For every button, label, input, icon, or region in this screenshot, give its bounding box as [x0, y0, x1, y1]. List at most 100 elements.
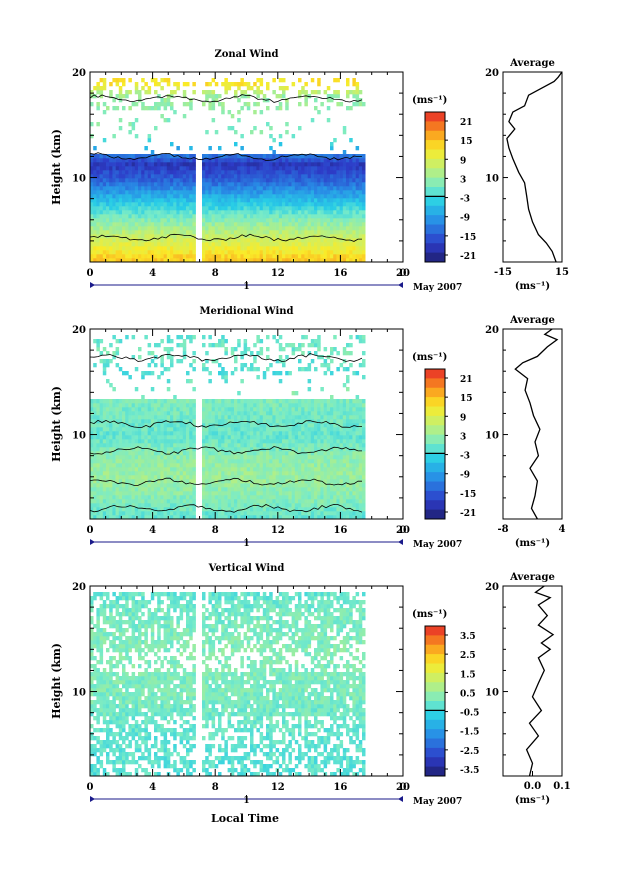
heatmap-cell [292, 178, 296, 182]
heatmap-cell [295, 218, 299, 222]
heatmap-cell [151, 459, 155, 463]
heatmap-cell [317, 90, 321, 94]
heatmap-cell [240, 503, 244, 507]
heatmap-cell [234, 455, 238, 459]
heatmap-cell [100, 447, 104, 451]
heatmap-cell [285, 222, 289, 226]
heatmap-cell [135, 491, 139, 495]
heatmap-cell [279, 451, 283, 455]
heatmap-cell [298, 250, 302, 254]
heatmap-cell [356, 475, 360, 479]
heatmap-cell [304, 230, 308, 234]
heatmap-cell [298, 206, 302, 210]
heatmap-cell [320, 511, 324, 515]
heatmap-cell [298, 202, 302, 206]
heatmap-cell [336, 439, 340, 443]
colorbar-unit: (ms⁻¹) [412, 95, 447, 106]
heatmap-cell [154, 218, 158, 222]
heatmap-cell [144, 495, 148, 499]
heatmap-cell [263, 479, 267, 483]
heatmap-cell [234, 170, 238, 174]
heatmap-cell [189, 250, 193, 254]
heatmap-cell [244, 475, 248, 479]
heatmap-cell [90, 254, 94, 258]
heatmap-cell [346, 186, 350, 190]
heatmap-cell [148, 242, 152, 246]
heatmap-cell [330, 511, 334, 515]
heatmap-cell [125, 186, 129, 190]
heatmap-cell [122, 451, 126, 455]
heatmap-cell [132, 507, 136, 511]
heatmap-cell [292, 158, 296, 162]
heatmap-cell [224, 190, 228, 194]
heatmap-cell [279, 435, 283, 439]
heatmap-cell [295, 242, 299, 246]
heatmap-cell [272, 230, 276, 234]
heatmap-cell [240, 194, 244, 198]
heatmap-cell [128, 130, 132, 134]
heatmap-cell [167, 463, 171, 467]
heatmap-cell [356, 194, 360, 198]
heatmap-cell [253, 499, 257, 503]
heatmap-cell [266, 122, 270, 126]
heatmap-cell [352, 178, 356, 182]
heatmap-cell [352, 419, 356, 423]
heatmap-cell [228, 126, 232, 130]
heatmap-cell [327, 471, 331, 475]
heatmap-cell [141, 162, 145, 166]
heatmap-cell [362, 471, 366, 475]
heatmap-cell [164, 186, 168, 190]
heatmap-cell [192, 455, 196, 459]
heatmap-cell [141, 511, 145, 515]
heatmap-cell [317, 110, 321, 114]
heatmap-cell [116, 250, 120, 254]
heatmap-cell [100, 415, 104, 419]
heatmap-cell [205, 246, 209, 250]
heatmap-cell [256, 78, 260, 82]
heatmap-cell [231, 234, 235, 238]
heatmap-cell [208, 487, 212, 491]
heatmap-cell [205, 459, 209, 463]
heatmap-cell [285, 439, 289, 443]
heatmap-cell [292, 186, 296, 190]
heatmap-cell [96, 491, 100, 495]
heatmap-cell [170, 499, 174, 503]
heatmap-cell [192, 214, 196, 218]
heatmap-cell [106, 210, 110, 214]
heatmap-cell [122, 415, 126, 419]
heatmap-cell [292, 483, 296, 487]
heatmap-cell [272, 206, 276, 210]
heatmap-cell [167, 190, 171, 194]
heatmap-cell [298, 459, 302, 463]
heatmap-cell [352, 242, 356, 246]
heatmap-cell [186, 471, 190, 475]
heatmap-cell [260, 419, 264, 423]
heatmap-cell [301, 491, 305, 495]
heatmap-cell [276, 439, 280, 443]
heatmap-cell [167, 174, 171, 178]
heatmap-cell [276, 242, 280, 246]
heatmap-cell [157, 475, 161, 479]
heatmap-cell [221, 198, 225, 202]
heatmap-cell [240, 455, 244, 459]
heatmap-cell [314, 106, 318, 110]
heatmap-cell [352, 182, 356, 186]
heatmap-cell [247, 174, 251, 178]
heatmap-cell [253, 154, 257, 158]
heatmap-cell [333, 250, 337, 254]
heatmap-cell [221, 467, 225, 471]
heatmap-cell [301, 463, 305, 467]
heatmap-cell [308, 190, 312, 194]
heatmap-cell [141, 463, 145, 467]
heatmap-cell [224, 246, 228, 250]
heatmap-cell [324, 246, 328, 250]
average-profile-line [507, 72, 562, 262]
heatmap-cell [160, 206, 164, 210]
heatmap-cell [122, 166, 126, 170]
heatmap-cell [320, 206, 324, 210]
heatmap-cell [356, 439, 360, 443]
heatmap-cell [292, 511, 296, 515]
heatmap-cell [183, 495, 187, 499]
heatmap-cell [125, 250, 129, 254]
heatmap-cell [192, 230, 196, 234]
